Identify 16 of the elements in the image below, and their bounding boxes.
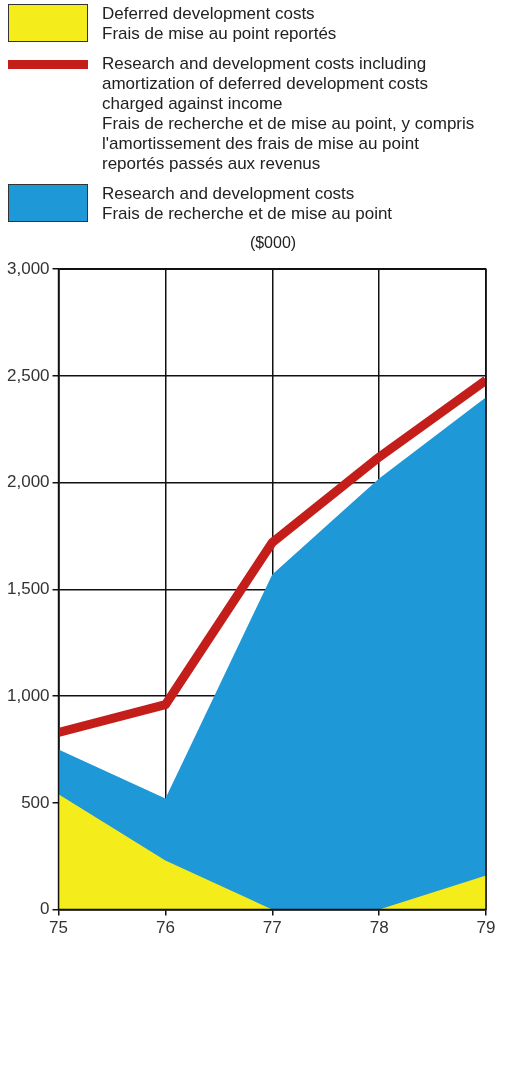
legend-label: Deferred development costs Frais de mise au point reportés <box>102 4 337 44</box>
y-tick-label: 2,000 <box>6 472 50 492</box>
y-tick-label: 1,500 <box>6 579 50 599</box>
x-tick-label: 79 <box>476 918 496 938</box>
y-tick-label: 3,000 <box>6 258 50 278</box>
x-tick-label: 76 <box>155 918 175 938</box>
legend-label: Research and development costs including amortization of deferred development costs charged against income Frais de recherche et de mise au point, y compris l'amortissement des frais de mise au point reportés passés aux revenus <box>102 54 476 174</box>
y-tick-label: 2,500 <box>6 365 50 385</box>
y-tick-label: 0 <box>40 899 50 919</box>
x-tick-label: 77 <box>262 918 282 938</box>
x-tick-label: 78 <box>369 918 389 938</box>
x-tick-label: 75 <box>49 918 68 938</box>
y-tick-label: 1,000 <box>6 685 50 705</box>
y-tick-label: 500 <box>21 792 50 812</box>
legend-label: Research and development costs Frais de recherche et de mise au point <box>102 184 393 224</box>
y-axis-title: ($000) <box>248 234 298 252</box>
